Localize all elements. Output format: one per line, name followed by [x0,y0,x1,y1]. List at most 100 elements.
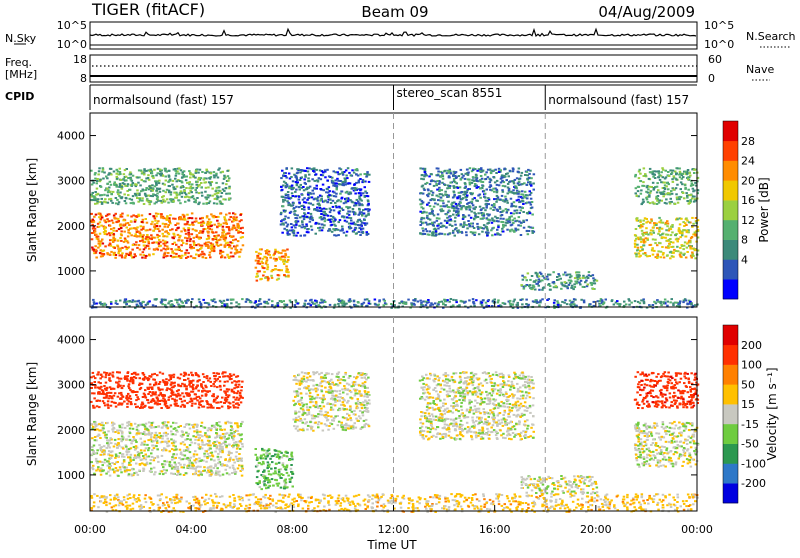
scatter-cell [111,220,114,222]
scatter-cell [187,459,190,461]
scatter-cell [188,424,191,426]
scatter-cell [642,235,645,237]
scatter-cell [435,230,438,232]
scatter-cell [147,238,150,240]
scatter-cell [690,302,693,304]
scatter-cell [280,259,283,261]
scatter-cell [178,194,181,196]
scatter-cell [664,178,667,180]
scatter-cell [163,460,166,462]
scatter-cell [564,285,567,287]
scatter-cell [694,233,697,235]
scatter-cell [518,212,521,214]
scatter-cell [352,208,355,210]
scatter-cell [192,174,195,176]
scatter-cell [201,439,204,441]
scatter-cell [319,200,322,202]
scatter-cell [129,464,132,466]
scatter-cell [202,256,205,258]
scatter-cell [384,300,387,302]
scatter-cell [660,181,663,183]
scatter-cell [296,179,299,181]
scatter-cell [110,193,113,195]
scatter-cell [333,224,336,226]
scatter-cell [645,254,648,256]
scatter-cell [230,302,233,304]
scatter-cell [489,184,492,186]
scatter-cell [142,226,145,228]
scatter-cell [644,173,647,175]
scatter-cell [154,434,157,436]
scatter-cell [313,303,316,305]
scatter-cell [167,226,170,228]
scatter-cell [368,300,371,302]
scatter-cell [206,224,209,226]
scatter-cell [154,249,157,251]
scatter-cell [150,452,153,454]
scatter-cell [138,169,141,171]
scatter-cell [104,459,107,461]
scatter-cell [420,192,423,194]
scatter-cell [564,299,567,301]
scatter-cell [137,214,140,216]
scatter-cell [455,177,458,179]
scatter-cell [176,301,179,303]
scatter-cell [175,422,178,424]
scatter-cell [155,426,158,428]
scatter-cell [117,432,120,434]
scatter-cell [649,171,652,173]
scatter-cell [312,170,315,172]
scatter-cell [685,171,688,173]
scatter-cell [206,169,209,171]
scatter-cell [592,288,595,290]
scatter-cell [652,304,655,306]
scatter-cell [175,175,178,177]
scatter-cell [579,284,582,286]
scatter-cell [636,217,639,219]
scatter-cell [664,237,667,239]
scatter-cell [233,462,236,464]
scatter-cell [295,224,298,226]
scatter-cell [532,232,535,234]
scatter-cell [264,277,267,279]
scatter-cell [298,206,301,208]
scatter-cell [283,300,286,302]
scatter-cell [426,302,429,304]
scatter-cell [192,257,195,259]
scatter-cell [486,200,489,202]
scatter-cell [239,425,242,427]
scatter-cell [160,435,163,437]
scatter-cell [686,197,689,199]
scatter-cell [188,236,191,238]
scatter-cell [672,251,675,253]
scatter-cell [166,198,169,200]
scatter-cell [666,305,669,307]
scatter-cell [657,250,660,252]
scatter-cell [452,185,455,187]
scatter-cell [520,222,523,224]
scatter-cell [212,232,215,234]
scatter-cell [239,220,242,222]
scatter-cell [330,215,333,217]
scatter-cell [170,300,173,302]
scatter-cell [162,243,165,245]
scatter-cell [208,427,211,429]
scatter-cell [323,189,326,191]
scatter-cell [300,235,303,237]
scatter-cell [533,280,536,282]
scatter-cell [172,233,175,235]
scatter-cell [318,204,321,206]
scatter-cell [453,194,456,196]
scatter-cell [270,270,273,272]
scatter-cell [332,221,335,223]
scatter-cell [475,179,478,181]
scatter-cell [286,167,289,169]
scatter-cell [642,220,645,222]
scatter-cell [552,271,555,273]
scatter-cell [413,303,416,305]
scatter-cell [95,303,98,305]
scatter-cell [281,232,284,234]
scatter-cell [419,211,422,213]
scatter-cell [442,202,445,204]
